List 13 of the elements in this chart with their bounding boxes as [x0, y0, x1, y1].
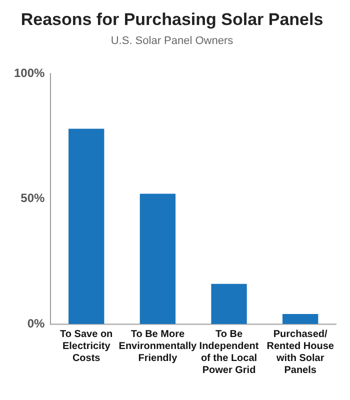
bar [211, 284, 247, 324]
chart-subtitle: U.S. Solar Panel Owners [110, 35, 234, 48]
bar [68, 128, 104, 324]
y-tick-label: 0% [27, 316, 46, 330]
chart-title: Reasons for Purchasing Solar Panels [20, 10, 324, 29]
x-tick-label: To Be More Environmentally Friendly [118, 328, 198, 364]
bar [140, 194, 176, 324]
y-tick-label: 100% [14, 66, 46, 80]
x-tick-label: To Save on Electricity Costs [60, 328, 113, 364]
y-tick-label: 50% [20, 191, 46, 206]
bar [282, 314, 318, 324]
x-tick-label: To Be Independent of the Local Power Grid [199, 328, 260, 376]
x-tick-label: Purchased/ Rented House with Solar Panels [266, 328, 334, 376]
